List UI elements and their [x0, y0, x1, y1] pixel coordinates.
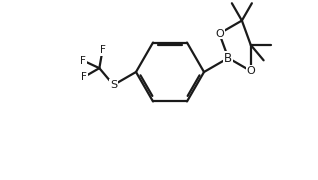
Text: O: O: [246, 66, 255, 76]
Text: O: O: [215, 29, 224, 39]
Text: F: F: [80, 56, 86, 66]
Text: F: F: [81, 72, 87, 82]
Text: S: S: [110, 80, 117, 90]
Text: B: B: [224, 51, 232, 64]
Text: F: F: [100, 45, 105, 55]
